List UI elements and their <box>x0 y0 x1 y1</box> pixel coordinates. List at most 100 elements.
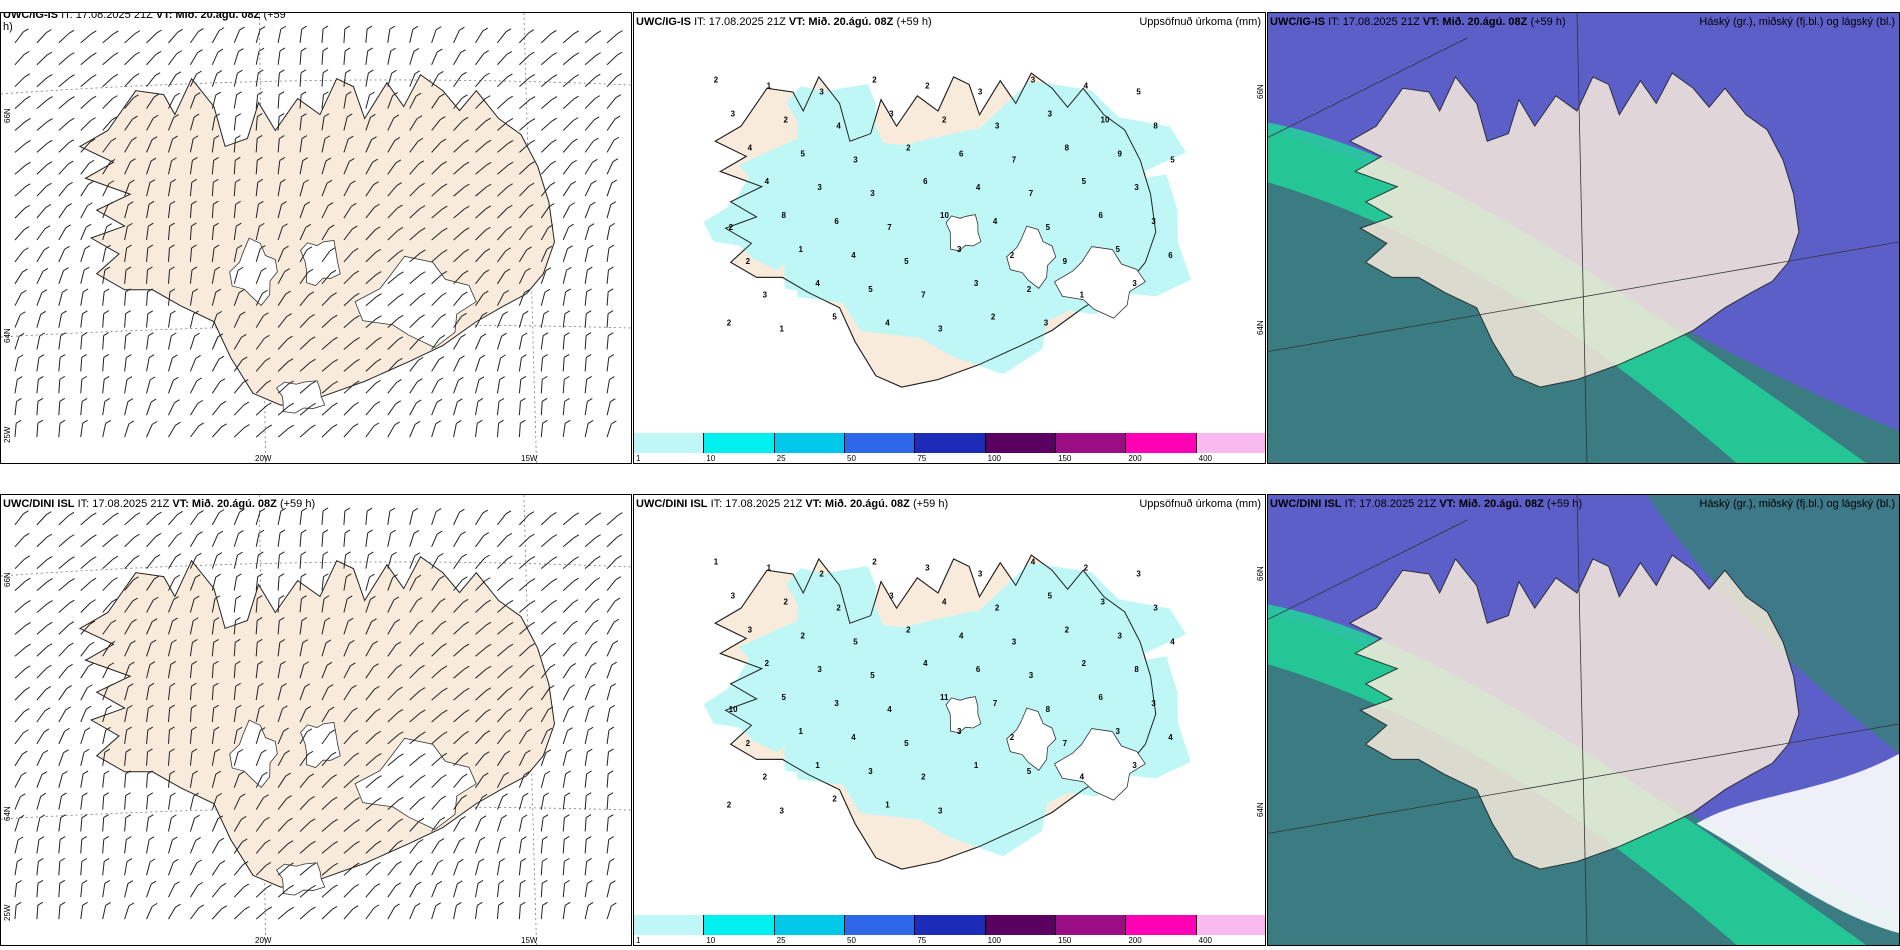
precip-value-label: 3 <box>1117 631 1122 640</box>
precip-value-label: 3 <box>731 110 736 119</box>
title-init: IT: 17.08.2025 21Z <box>1344 498 1437 510</box>
colorbar-cell <box>774 433 845 453</box>
title-vt: VT: Mið. 20.ágú. 08Z <box>788 16 894 28</box>
precip-value-label: 2 <box>872 558 877 567</box>
precip-value-label: 6 <box>1099 693 1104 702</box>
precip-value-label: 3 <box>1151 699 1156 708</box>
precip-value-label: 5 <box>904 257 909 266</box>
precip-value-label: 4 <box>851 733 856 742</box>
precip-value-label: 2 <box>784 116 789 125</box>
precip-value-label: 5 <box>904 739 909 748</box>
lon-label-15: 15W <box>521 454 538 463</box>
precip-value-label: 2 <box>942 116 947 125</box>
precip-value-label: 11 <box>940 693 949 702</box>
precip-value-label: 6 <box>923 177 928 186</box>
precip-value-label: 3 <box>731 592 736 601</box>
lon-label-15: 15W <box>521 936 538 945</box>
precip-value-label: 4 <box>851 251 856 260</box>
precip-value-label: 3 <box>925 564 930 573</box>
precip-value-label: 9 <box>1117 149 1122 158</box>
wind-panel-row2: UWC/DINI ISL IT: 17.08.2025 21Z VT: Mið.… <box>0 494 632 946</box>
precip-value-label: 1 <box>885 801 890 810</box>
precip-colorbar <box>634 915 1265 935</box>
precip-value-label: 3 <box>870 189 875 198</box>
precip-value-label: 1 <box>767 82 772 91</box>
colorbar-cell <box>704 433 775 453</box>
precip-value-label: 3 <box>889 110 894 119</box>
precip-value-label: 4 <box>748 143 753 152</box>
precip-value-label: 8 <box>1134 665 1139 674</box>
title-init: IT: 17.08.2025 21Z <box>694 16 786 28</box>
wind-panel-row1: UWC/IG-IS IT: 17.08.2025 21Z VT: Mið. 20… <box>0 12 632 464</box>
precip-value-label: 4 <box>976 183 981 192</box>
lon-label-25: 25W <box>3 904 12 921</box>
precip-value-label: 8 <box>782 211 787 220</box>
precip-value-label: 2 <box>729 223 734 232</box>
title-init: IT: 17.08.2025 21Z <box>1328 16 1420 28</box>
precip-value-label: 2 <box>906 625 911 634</box>
colorbar-cell <box>1196 433 1265 453</box>
precip-value-label: 2 <box>906 143 911 152</box>
colorbar-tick-label: 50 <box>847 936 856 945</box>
precip-value-label: 5 <box>1082 177 1087 186</box>
precip-value-label: 2 <box>1010 251 1015 260</box>
precip-value-label: 1 <box>798 245 803 254</box>
precip-value-label: 3 <box>978 88 983 97</box>
precip-map: 1122334233223425333252432342354632810534… <box>703 554 1191 870</box>
precip-value-label: 2 <box>832 795 837 804</box>
colorbar-cell <box>844 433 916 453</box>
precip-value-label: 4 <box>959 631 964 640</box>
precip-map: 2 1 3 2 2 3 3 4 5 3 2 4 3 2 3 3 10 8 4 5 3 2 6 7 8 9 5 4 3 3 6 4 7 5 3 2 8 6 7… <box>703 72 1191 388</box>
colorbar-cell <box>915 915 986 935</box>
title-model: UWC/IG-IS <box>3 12 58 21</box>
colorbar-tick-label: 10 <box>706 454 716 463</box>
precip-value-label: 7 <box>1063 739 1068 748</box>
cloud-map <box>1268 13 1899 463</box>
lat-label-66: 66N <box>1256 84 1265 99</box>
precip-value-label: 2 <box>836 603 841 612</box>
colorbar-cell <box>634 433 705 453</box>
precip-value-label: 4 <box>923 659 928 668</box>
colorbar-cell <box>844 915 916 935</box>
precip-value-label: 10 <box>940 211 949 220</box>
precip-value-label: 3 <box>938 325 943 334</box>
colorbar-tick-label: 10 <box>706 936 716 945</box>
wind-map <box>1 13 631 463</box>
precip-value-label: 2 <box>1065 625 1070 634</box>
precip-value-label: 3 <box>817 183 822 192</box>
precip-value-label: 2 <box>921 773 926 782</box>
wind-map <box>1 495 631 945</box>
precip-value-label: 4 <box>885 319 890 328</box>
precip-value-label: 3 <box>834 699 839 708</box>
precip-value-label: 3 <box>1029 671 1034 680</box>
precip-value-label: 1 <box>767 564 772 573</box>
precip-value-label: 3 <box>1132 761 1137 770</box>
precip-value-label: 3 <box>1115 727 1120 736</box>
title-model: UWC/DINI ISL <box>1270 498 1342 510</box>
precip-value-label: 3 <box>974 279 979 288</box>
precip-value-label: 6 <box>959 149 964 158</box>
lat-label-64: 64N <box>3 806 12 821</box>
colorbar-cell <box>634 915 705 935</box>
precip-value-label: 2 <box>995 603 1000 612</box>
title-vt: VT: Mið. 20.ágú. 08Z <box>172 498 277 510</box>
precip-value-label: 3 <box>889 592 894 601</box>
precip-value-label: 3 <box>1132 279 1137 288</box>
lon-label-20: 20W <box>255 936 272 945</box>
title-vt: VT: Mið. 20.ágú. 08Z <box>805 498 910 510</box>
precip-value-label: 9 <box>1063 257 1068 266</box>
colorbar-tick-label: 1 <box>636 936 641 945</box>
precip-value-label: 6 <box>976 665 981 674</box>
precip-value-label: 1 <box>780 325 785 334</box>
title-lead: (+59 <box>263 12 286 21</box>
precip-value-label: 3 <box>817 665 822 674</box>
precip-value-label: 3 <box>1012 637 1017 646</box>
colorbar-cell <box>1196 915 1265 935</box>
cloud-panel-row1: UWC/IG-IS IT: 17.08.2025 21Z VT: Mið. 20… <box>1267 12 1900 464</box>
precip-value-label: 4 <box>1080 773 1085 782</box>
title-vt: VT: Mið. 20.ágú. 08Z <box>1439 498 1544 510</box>
colorbar-tick-label: 1 <box>636 454 641 463</box>
lat-label-66: 66N <box>1256 566 1265 581</box>
precip-value-label: 2 <box>714 76 719 85</box>
precip-value-label: 5 <box>1136 88 1141 97</box>
